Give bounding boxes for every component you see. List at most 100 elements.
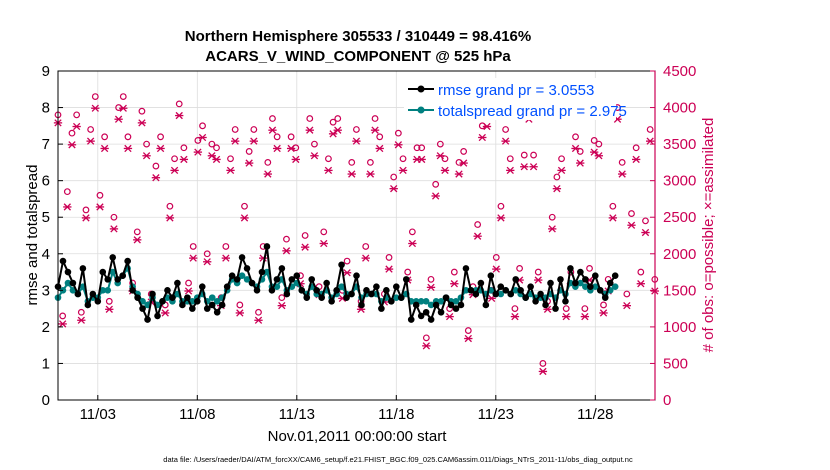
rmse-marker bbox=[268, 287, 276, 294]
rmse-marker bbox=[333, 287, 340, 294]
obs-possible-marker bbox=[623, 290, 631, 298]
obs-possible-marker bbox=[460, 148, 468, 155]
obs-possible-marker bbox=[306, 115, 314, 122]
rmse-marker bbox=[288, 276, 296, 283]
obs-assimilated-marker bbox=[548, 225, 557, 233]
obs-assimilated-marker bbox=[254, 316, 263, 324]
x-tick-label: 11/23 bbox=[478, 406, 514, 423]
rmse-marker bbox=[303, 294, 311, 301]
rmse-marker bbox=[159, 298, 166, 305]
obs-possible-marker bbox=[152, 162, 160, 170]
obs-assimilated-marker bbox=[67, 141, 77, 149]
rmse-marker bbox=[373, 283, 380, 290]
obs-possible-marker bbox=[241, 202, 248, 210]
obs-assimilated-marker bbox=[249, 137, 258, 145]
obs-possible-marker bbox=[366, 158, 374, 166]
obs-assimilated-marker bbox=[576, 159, 585, 167]
obs-assimilated-marker bbox=[492, 265, 501, 273]
rmse-marker bbox=[402, 276, 410, 283]
obs-assimilated-marker bbox=[529, 163, 538, 171]
obs-possible-marker bbox=[422, 334, 430, 342]
obs-possible-marker bbox=[311, 140, 318, 148]
y-axis-label-left: rmse and totalspread bbox=[24, 165, 41, 306]
rmse-marker bbox=[482, 301, 490, 309]
obs-assimilated-marker bbox=[72, 122, 81, 131]
obs-assimilated-marker bbox=[445, 312, 454, 321]
obs-possible-marker bbox=[394, 129, 402, 137]
obs-assimilated-marker bbox=[231, 137, 240, 145]
obs-possible-marker bbox=[558, 155, 565, 163]
obs-possible-marker bbox=[474, 221, 482, 228]
rmse-marker bbox=[119, 272, 126, 280]
obs-possible-marker bbox=[133, 228, 141, 236]
obs-assimilated-marker bbox=[305, 126, 314, 134]
obs-assimilated-marker bbox=[268, 126, 277, 134]
obs-possible-marker bbox=[157, 133, 164, 141]
obs-assimilated-marker bbox=[417, 155, 426, 164]
rmse-marker bbox=[437, 308, 445, 316]
totalspread-marker bbox=[338, 283, 345, 290]
obs-assimilated-marker bbox=[324, 166, 333, 175]
obs-assimilated-marker bbox=[161, 309, 170, 317]
left-tick-label: 0 bbox=[42, 392, 50, 409]
obs-possible-marker bbox=[236, 301, 244, 309]
rmse-marker bbox=[124, 257, 131, 265]
totalspread-marker bbox=[213, 298, 221, 305]
obs-possible-marker bbox=[609, 202, 617, 210]
rmse-marker bbox=[497, 283, 505, 290]
rmse-marker bbox=[248, 279, 256, 287]
obs-possible-marker bbox=[320, 228, 328, 236]
obs-possible-marker bbox=[269, 115, 276, 122]
rmse-marker bbox=[189, 305, 196, 312]
obs-assimilated-marker bbox=[408, 239, 417, 248]
rmse-marker bbox=[313, 287, 321, 294]
obs-assimilated-marker bbox=[464, 334, 473, 343]
obs-assimilated-marker bbox=[538, 367, 548, 376]
x-tick-label: 11/28 bbox=[577, 406, 613, 423]
rmse-marker bbox=[577, 268, 584, 276]
x-tick-label: 11/13 bbox=[279, 406, 315, 423]
obs-assimilated-marker bbox=[571, 144, 580, 153]
obs-assimilated-marker bbox=[170, 166, 179, 175]
obs-assimilated-marker bbox=[618, 170, 627, 178]
rmse-marker bbox=[293, 272, 301, 280]
left-tick-label: 2 bbox=[42, 319, 50, 336]
rmse-marker bbox=[94, 298, 102, 305]
rmse-marker bbox=[283, 290, 291, 298]
rmse-marker bbox=[552, 305, 559, 312]
rmse-marker bbox=[164, 287, 171, 294]
obs-possible-marker bbox=[581, 305, 589, 313]
obs-possible-marker bbox=[138, 107, 146, 115]
rmse-marker bbox=[74, 290, 82, 298]
rmse-marker bbox=[353, 272, 360, 280]
rmse-marker bbox=[194, 298, 201, 305]
obs-assimilated-marker bbox=[361, 254, 370, 262]
obs-assimilated-marker bbox=[226, 166, 235, 175]
rmse-marker bbox=[144, 316, 151, 323]
obs-assimilated-marker bbox=[91, 104, 100, 112]
left-tick-label: 4 bbox=[42, 246, 50, 263]
rmse-marker bbox=[472, 290, 480, 298]
obs-possible-marker bbox=[478, 122, 486, 130]
obs-possible-marker bbox=[628, 210, 635, 217]
rmse-marker bbox=[263, 243, 271, 250]
right-tick-label: 3000 bbox=[663, 173, 696, 190]
obs-possible-marker bbox=[63, 188, 71, 196]
rmse-marker bbox=[447, 301, 455, 309]
obs-possible-marker bbox=[343, 257, 351, 265]
rmse-marker bbox=[562, 298, 569, 305]
obs-assimilated-marker bbox=[422, 342, 431, 350]
obs-assimilated-marker bbox=[58, 320, 67, 328]
obs-possible-marker bbox=[637, 268, 645, 276]
obs-assimilated-marker bbox=[156, 144, 165, 153]
rmse-marker bbox=[134, 294, 141, 301]
obs-assimilated-marker bbox=[454, 170, 464, 178]
obs-possible-marker bbox=[73, 111, 81, 119]
obs-possible-marker bbox=[595, 140, 603, 148]
rmse-marker bbox=[233, 276, 241, 283]
obs-assimilated-marker bbox=[272, 144, 282, 153]
rmse-marker bbox=[223, 283, 231, 290]
obs-possible-marker bbox=[77, 308, 85, 316]
obs-assimilated-marker bbox=[133, 236, 142, 244]
rmse-marker bbox=[532, 298, 539, 305]
